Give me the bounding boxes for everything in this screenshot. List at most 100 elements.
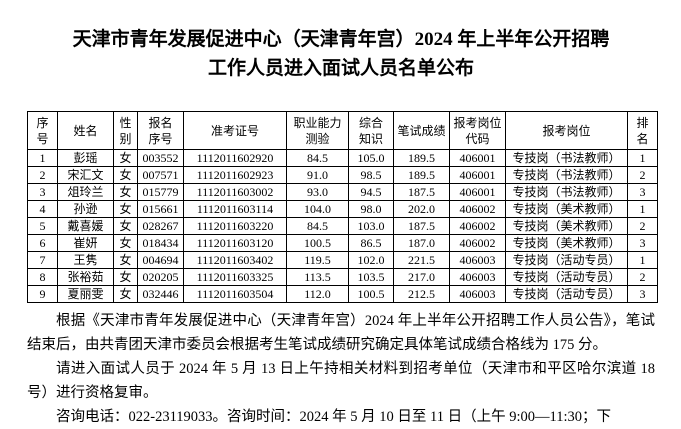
column-header: 报考岗位 代码 (449, 111, 506, 150)
table-cell: 4 (27, 200, 58, 218)
table-cell: 104.0 (286, 200, 349, 218)
table-cell: 003552 (137, 149, 184, 167)
paragraph-qualification-review: 请进入面试人员于 2024 年 5 月 13 日上午持相关材料到招考单位（天津市… (27, 361, 655, 401)
table-cell: 女 (113, 268, 138, 286)
table-cell: 2 (27, 166, 58, 184)
table-body: 1 彭瑶女 003552 1112011602920 84.5 105.0 189.5 406… (27, 149, 658, 303)
table-cell: 专技岗（书法教师） (505, 183, 628, 201)
interview-candidates-table: 序 号姓名性 别报名 序号 准考证号 职业能力 测验 综合 知识 笔试成绩 报考岗位 代码… (27, 111, 658, 303)
table-row: 6 崔妍女 018434 1112011603120 100.5 86.5 187.0 406… (27, 234, 658, 252)
column-header: 职业能力 测验 (286, 111, 349, 150)
table-cell: 专技岗（活动专员） (505, 251, 628, 269)
table-cell: 103.5 (348, 268, 394, 286)
table-cell: 015661 (137, 200, 184, 218)
paragraph-passing-line: 根据《天津市青年发展促进中心（天津青年宫）2024 年上半年公开招聘工作人员公告… (27, 313, 655, 353)
table-cell: 119.5 (286, 251, 349, 269)
table-cell: 406002 (449, 234, 506, 252)
table-cell: 6 (27, 234, 58, 252)
table-cell: 187.0 (393, 234, 450, 252)
table-cell: 94.5 (348, 183, 394, 201)
table-cell: 189.5 (393, 149, 450, 167)
table-cell: 1112011603504 (183, 285, 287, 303)
table-cell: 女 (113, 200, 138, 218)
table-cell: 018434 (137, 234, 184, 252)
table-cell: 宋汇文 (57, 166, 114, 184)
table-row: 8 张裕茹女 020205 1112011603325 113.5 103.5 217.0 4… (27, 268, 658, 286)
table-cell: 1112011603002 (183, 183, 287, 201)
table-cell: 84.5 (286, 149, 349, 167)
table-cell: 1 (627, 149, 658, 167)
table-cell: 1112011603402 (183, 251, 287, 269)
table-cell: 202.0 (393, 200, 450, 218)
table-cell: 406003 (449, 251, 506, 269)
table-cell: 004694 (137, 251, 184, 269)
table-cell: 100.5 (286, 234, 349, 252)
table-cell: 217.0 (393, 268, 450, 286)
table-cell: 98.0 (348, 200, 394, 218)
table-cell: 2 (627, 217, 658, 235)
table-cell: 夏丽雯 (57, 285, 114, 303)
table-cell: 187.5 (393, 217, 450, 235)
column-header: 性 别 (113, 111, 138, 150)
table-cell: 113.5 (286, 268, 349, 286)
table-cell: 女 (113, 251, 138, 269)
table-cell: 专技岗（美术教师） (505, 217, 628, 235)
table-cell: 3 (27, 183, 58, 201)
table-cell: 102.0 (348, 251, 394, 269)
table-cell: 2 (627, 166, 658, 184)
table-cell: 212.5 (393, 285, 450, 303)
title-line-1: 天津市青年发展促进中心（天津青年宫）2024 年上半年公开招聘 (72, 29, 610, 50)
table-row: 1 彭瑶女 003552 1112011602920 84.5 105.0 189.5 406… (27, 149, 658, 167)
table-cell: 9 (27, 285, 58, 303)
table-cell: 女 (113, 234, 138, 252)
table-row: 4 孙逊女 015661 1112011603114 104.0 98.0 202.0 406… (27, 200, 658, 218)
table-cell: 8 (27, 268, 58, 286)
table-cell: 专技岗（活动专员） (505, 268, 628, 286)
column-header: 报名 序号 (137, 111, 184, 150)
paragraph-contact-info: 咨询电话：022-23119033。咨询时间：2024 年 5 月 10 日至 … (56, 409, 612, 425)
table-cell: 俎玲兰 (57, 183, 114, 201)
table-cell: 3 (627, 183, 658, 201)
table-row: 3 俎玲兰女 015779 1112011603002 93.0 94.5 187.5 406… (27, 183, 658, 201)
table-cell: 1112011603114 (183, 200, 287, 218)
column-header: 综合 知识 (348, 111, 394, 150)
table-row: 7 王隽女 004694 1112011603402 119.5 102.0 221.5 40… (27, 251, 658, 269)
column-header: 报考岗位 (505, 111, 628, 150)
table-cell: 王隽 (57, 251, 114, 269)
table-cell: 187.5 (393, 183, 450, 201)
table-cell: 406001 (449, 183, 506, 201)
column-header: 姓名 (57, 111, 114, 150)
table-cell: 彭瑶 (57, 149, 114, 167)
table-cell: 戴喜媛 (57, 217, 114, 235)
table-cell: 221.5 (393, 251, 450, 269)
table-cell: 84.5 (286, 217, 349, 235)
table-cell: 020205 (137, 268, 184, 286)
table-cell: 女 (113, 166, 138, 184)
table-cell: 406003 (449, 285, 506, 303)
table-cell: 女 (113, 285, 138, 303)
table-cell: 3 (627, 285, 658, 303)
table-cell: 孙逊 (57, 200, 114, 218)
table-cell: 406002 (449, 217, 506, 235)
table-cell: 028267 (137, 217, 184, 235)
table-cell: 1112011603120 (183, 234, 287, 252)
table-cell: 91.0 (286, 166, 349, 184)
table-cell: 女 (113, 149, 138, 167)
table-cell: 032446 (137, 285, 184, 303)
table-cell: 406003 (449, 268, 506, 286)
table-cell: 专技岗（书法教师） (505, 149, 628, 167)
table-cell: 86.5 (348, 234, 394, 252)
column-header: 序 号 (27, 111, 58, 150)
table-cell: 1112011602923 (183, 166, 287, 184)
table-cell: 103.0 (348, 217, 394, 235)
table-cell: 406001 (449, 166, 506, 184)
table-cell: 1112011603220 (183, 217, 287, 235)
footer-notes: 根据《天津市青年发展促进中心（天津青年宫）2024 年上半年公开招聘工作人员公告… (27, 309, 655, 429)
table-cell: 105.0 (348, 149, 394, 167)
table-cell: 张裕茹 (57, 268, 114, 286)
table-cell: 专技岗（书法教师） (505, 166, 628, 184)
table-cell: 100.5 (348, 285, 394, 303)
table-cell: 1112011603325 (183, 268, 287, 286)
page-title: 天津市青年发展促进中心（天津青年宫）2024 年上半年公开招聘 工作人员进入面试… (27, 25, 655, 83)
